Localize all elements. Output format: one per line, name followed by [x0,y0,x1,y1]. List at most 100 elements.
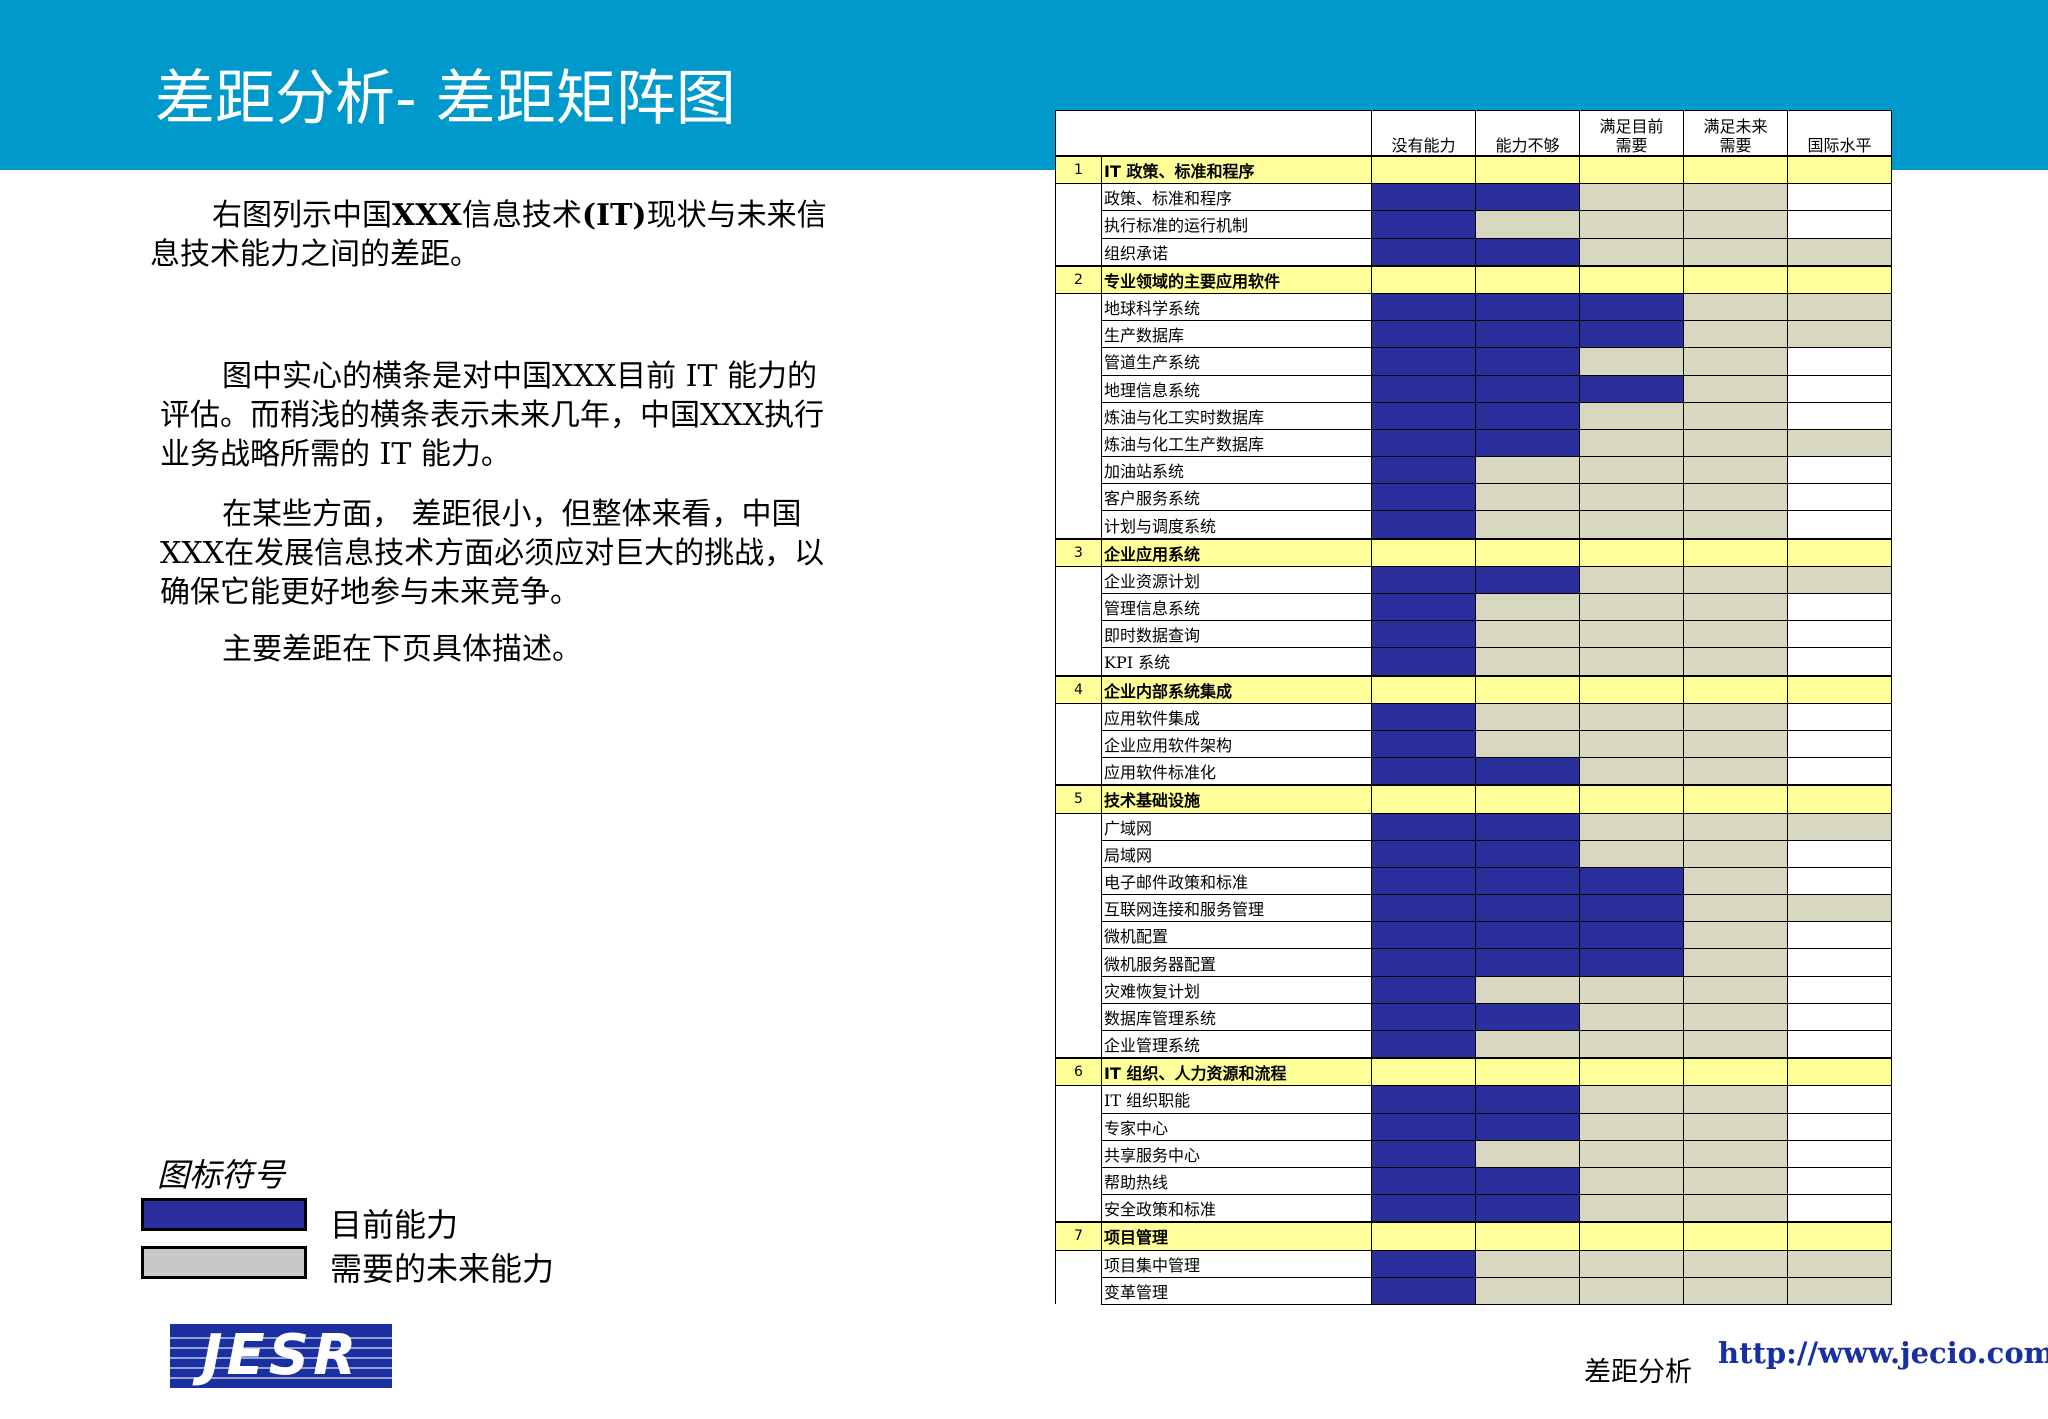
group-cell [1475,537,1580,567]
item-number-spacer [1055,647,1102,676]
group-cell [1683,1221,1788,1251]
item-number-spacer [1055,1003,1102,1031]
item-label: 加油站系统 [1101,456,1372,485]
capability-cell [1475,1112,1580,1141]
capability-cell [1371,237,1476,267]
group-number: 6 [1055,1057,1102,1087]
capability-cell [1475,374,1580,403]
capability-cell [1475,866,1580,896]
column-header-line: 满足未来 [1703,117,1768,136]
capability-cell [1579,1276,1684,1305]
group-number: 2 [1055,264,1102,294]
capability-cell [1787,1194,1892,1223]
capability-cell [1787,1249,1892,1278]
matrix-header-row: 没有能力 能力不够 满足目前 需要 满足未来 需要 国际水平 [1055,110,1892,157]
matrix-column-header: 没有能力 [1371,110,1476,157]
item-number-spacer [1055,976,1102,1004]
capability-cell [1371,729,1476,759]
matrix-item-row: 地理信息系统 [1055,374,1892,403]
capability-cell [1683,620,1788,649]
capability-cell [1683,428,1788,458]
group-cell [1579,674,1684,704]
item-label: 灾难恢复计划 [1101,975,1372,1004]
capability-cell [1683,1276,1788,1305]
item-number-spacer [1055,757,1102,786]
item-label: 广域网 [1101,812,1372,841]
matrix-item-row: 客户服务系统 [1055,483,1892,512]
capability-cell [1787,866,1892,896]
capability-cell [1683,1030,1788,1059]
capability-cell [1683,1112,1788,1141]
item-number-spacer [1055,593,1102,621]
capability-cell [1371,1166,1476,1196]
capability-cell [1371,1276,1476,1305]
capability-cell [1371,921,1476,950]
capability-cell [1371,948,1476,977]
capability-cell [1475,647,1580,677]
capability-cell [1371,428,1476,458]
item-number-spacer [1055,813,1102,841]
item-number-spacer [1055,1194,1102,1223]
capability-cell [1371,620,1476,649]
item-number-spacer [1055,921,1102,949]
intro-paragraph-2: 图中实心的横条是对中国XXX目前 IT 能力的评估。而稍浅的横条表示未来几年，中… [160,357,840,474]
capability-cell [1371,320,1476,349]
group-cell [1371,1057,1476,1087]
legend-current-swatch [141,1198,307,1231]
group-cell [1787,155,1892,185]
item-number-spacer [1055,1277,1102,1305]
capability-cell [1475,565,1580,595]
capability-cell [1683,647,1788,677]
capability-cell [1475,237,1580,267]
matrix-column-header: 能力不够 [1475,110,1580,157]
matrix-item-row: 管理信息系统 [1055,592,1892,622]
group-cell [1475,155,1580,185]
group-cell [1579,537,1684,567]
capability-cell [1579,510,1684,540]
matrix-item-row: 专家中心 [1055,1112,1892,1141]
gap-matrix-table: 没有能力 能力不够 满足目前 需要 满足未来 需要 国际水平 1 IT 政策、标准和程序 政策、标… [1055,110,1892,1305]
item-number-spacer [1055,1140,1102,1168]
capability-cell [1371,975,1476,1004]
legend-current-label: 目前能力 [330,1206,459,1244]
capability-cell [1475,620,1580,649]
capability-cell [1579,456,1684,485]
capability-cell [1683,510,1788,540]
capability-cell [1683,483,1788,512]
capability-cell [1475,210,1580,239]
matrix-item-row: 互联网连接和服务管理 [1055,894,1892,923]
capability-cell [1787,320,1892,349]
capability-cell [1371,401,1476,430]
item-label: 即时数据查询 [1101,620,1372,649]
item-number-spacer [1055,320,1102,348]
item-label: 安全政策和标准 [1101,1194,1372,1223]
item-label: 地理信息系统 [1101,374,1372,403]
capability-cell [1683,1139,1788,1168]
item-label: 应用软件集成 [1101,702,1372,731]
capability-cell [1579,921,1684,950]
matrix-item-row: 数据库管理系统 [1055,1002,1892,1032]
capability-cell [1371,347,1476,376]
capability-cell [1371,866,1476,896]
capability-cell [1683,592,1788,622]
group-number: 7 [1055,1221,1102,1251]
matrix-corner [1055,110,1372,157]
capability-cell [1683,757,1788,786]
footer-url-link[interactable]: http://www.jecio.com [1718,1336,2048,1370]
capability-cell [1787,456,1892,485]
capability-cell [1683,866,1788,896]
capability-cell [1579,320,1684,349]
capability-cell [1579,894,1684,923]
capability-cell [1683,347,1788,376]
group-cell [1579,155,1684,185]
item-label: 微机配置 [1101,921,1372,950]
capability-cell [1475,1030,1580,1059]
capability-cell [1787,183,1892,212]
intro-text: 在某些方面， 差距很小，但整体来看，中国XXX在发展信息技术方面必须应对巨大的挑… [160,497,825,610]
capability-cell [1475,1139,1580,1168]
matrix-group-row: 2 专业领域的主要应用软件 [1055,264,1892,294]
matrix-group-row: 5 技术基础设施 [1055,784,1892,814]
capability-cell [1579,1139,1684,1168]
capability-cell [1787,1112,1892,1141]
capability-cell [1683,401,1788,430]
